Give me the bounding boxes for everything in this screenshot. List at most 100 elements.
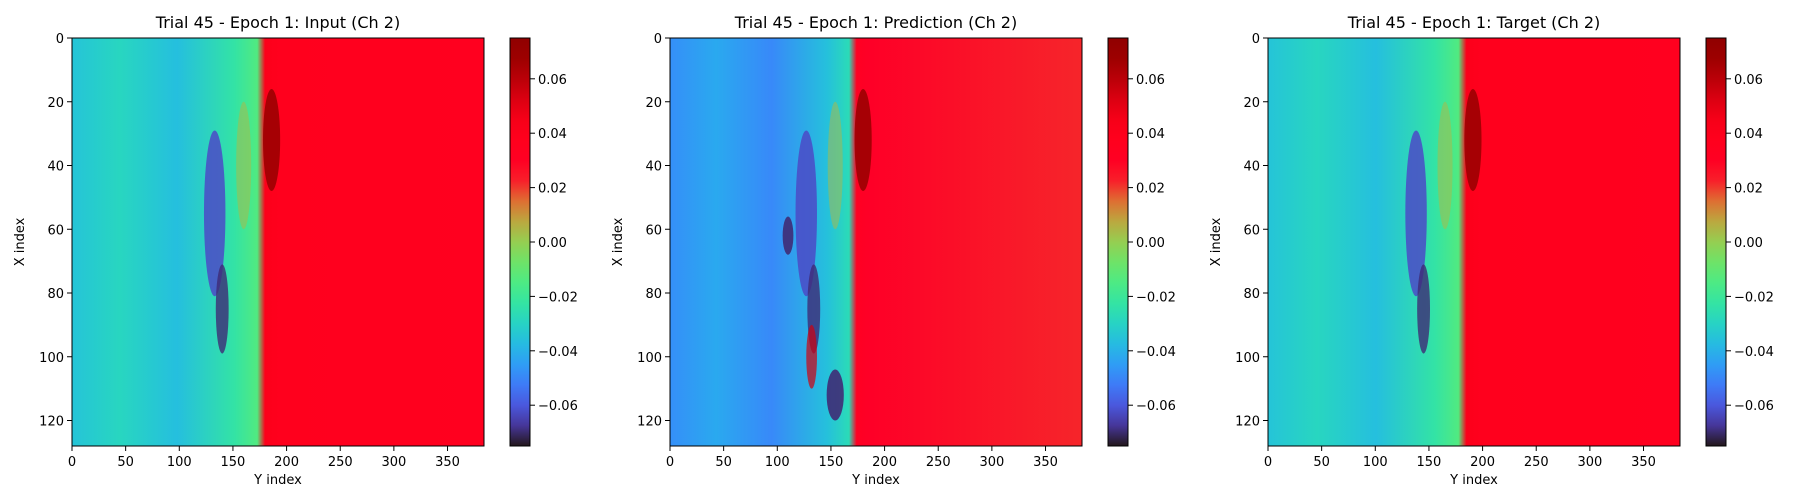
field-feature-1 — [795, 130, 817, 297]
colorbar-tick-label: 0.06 — [1136, 73, 1165, 88]
colorbar-tick-label: −0.02 — [538, 290, 578, 305]
x-tick-label: 0 — [666, 455, 674, 470]
x-tick-label: 250 — [1524, 455, 1549, 470]
x-tick-label: 100 — [765, 455, 790, 470]
colorbar-tick-label: 0.00 — [1734, 236, 1763, 251]
field-feature-2 — [1417, 264, 1431, 354]
y-tick-label: 40 — [645, 160, 662, 175]
y-tick-label: 100 — [637, 351, 662, 366]
x-tick-label: 50 — [715, 455, 732, 470]
panels: Trial 45 - Epoch 1: Input (Ch 2) 0 50 100 15… — [13, 13, 1774, 488]
colorbar — [1705, 37, 1727, 447]
field-feature-4 — [1437, 101, 1453, 230]
y-tick-label: 40 — [47, 160, 64, 175]
x-tick-label: 350 — [435, 455, 460, 470]
y-tick-label: 60 — [645, 223, 662, 238]
x-tick-label: 0 — [68, 455, 76, 470]
plot-frame — [71, 37, 485, 447]
colorbar-tick-label: 0.00 — [1136, 236, 1165, 251]
x-tick-label: 150 — [1417, 455, 1442, 470]
x-axis-label: Y index — [851, 473, 900, 488]
x-tick-label: 350 — [1033, 455, 1058, 470]
colorbar-tick-label: 0.04 — [538, 127, 567, 142]
y-tick-label: 120 — [637, 415, 662, 430]
colorbar-tick-label: −0.06 — [538, 399, 578, 414]
x-tick-label: 250 — [328, 455, 353, 470]
x-tick-label: 50 — [1313, 455, 1330, 470]
x-tick-label: 200 — [274, 455, 299, 470]
x-tick-label: 100 — [1363, 455, 1388, 470]
y-axis-label: X index — [1209, 217, 1224, 266]
y-tick-label: 20 — [47, 96, 64, 111]
colorbar-tick-label: −0.04 — [1734, 345, 1774, 360]
x-tick-label: 100 — [167, 455, 192, 470]
colorbar-tick-label: −0.02 — [1136, 290, 1176, 305]
chart-panel-2: Trial 45 - Epoch 1: Prediction (Ch 2) 0 50… — [611, 13, 1176, 488]
x-tick-label: 300 — [381, 455, 406, 470]
colorbar-tick-label: 0.02 — [1734, 182, 1763, 197]
y-tick-label: 80 — [1243, 287, 1260, 302]
field-feature-3 — [854, 89, 872, 191]
y-tick-label: 80 — [47, 287, 64, 302]
x-tick-label: 300 — [1577, 455, 1602, 470]
chart-panel-1: Trial 45 - Epoch 1: Input (Ch 2) 0 50 100 15… — [13, 13, 578, 488]
colorbar-tick-label: −0.02 — [1734, 290, 1774, 305]
y-tick-label: 0 — [56, 32, 64, 47]
colorbar-tick-label: 0.06 — [1734, 73, 1763, 88]
y-tick-label: 60 — [47, 223, 64, 238]
colorbar-tick-label: 0.02 — [538, 182, 567, 197]
plot-frame — [669, 37, 1083, 447]
colorbar-tick-label: 0.00 — [538, 236, 567, 251]
y-tick-label: 120 — [39, 415, 64, 430]
x-tick-label: 150 — [221, 455, 246, 470]
y-tick-label: 80 — [645, 287, 662, 302]
x-axis-label: Y index — [1449, 473, 1498, 488]
x-tick-label: 350 — [1631, 455, 1656, 470]
heatmap-field — [670, 38, 1082, 446]
chart-panel-3: Trial 45 - Epoch 1: Target (Ch 2) 0 50 100 1… — [1209, 13, 1774, 488]
x-tick-label: 150 — [819, 455, 844, 470]
field-feature-1 — [1405, 130, 1427, 297]
colorbar-tick-label: 0.06 — [538, 73, 567, 88]
field-feature-7 — [806, 324, 817, 389]
colorbar-tick-label: 0.02 — [1136, 182, 1165, 197]
x-tick-label: 50 — [117, 455, 134, 470]
chart-title: Trial 45 - Epoch 1: Input (Ch 2) — [155, 13, 400, 32]
heatmap-field — [72, 38, 484, 446]
x-tick-label: 300 — [979, 455, 1004, 470]
field-feature-3 — [1464, 89, 1482, 191]
colorbar-tick-label: −0.04 — [538, 345, 578, 360]
field-feature-4 — [236, 101, 252, 230]
x-tick-label: 0 — [1264, 455, 1272, 470]
colorbar-tick-label: −0.06 — [1136, 399, 1176, 414]
field-feature-5 — [782, 216, 794, 255]
x-tick-label: 200 — [872, 455, 897, 470]
field-feature-1 — [203, 130, 226, 297]
y-axis-label: X index — [611, 217, 626, 266]
y-axis-label: X index — [13, 217, 28, 266]
field-feature-6 — [826, 369, 844, 421]
y-tick-label: 20 — [645, 96, 662, 111]
plot-frame — [1267, 37, 1681, 447]
x-tick-label: 200 — [1470, 455, 1495, 470]
colorbar-tick-label: 0.04 — [1734, 127, 1763, 142]
y-tick-label: 0 — [654, 32, 662, 47]
field-feature-3 — [262, 89, 281, 191]
y-tick-label: 100 — [1235, 351, 1260, 366]
x-tick-label: 250 — [926, 455, 951, 470]
y-tick-label: 0 — [1252, 32, 1260, 47]
y-tick-label: 40 — [1243, 160, 1260, 175]
x-axis-label: Y index — [253, 473, 302, 488]
colorbar-tick-label: 0.04 — [1136, 127, 1165, 142]
y-tick-label: 120 — [1235, 415, 1260, 430]
y-tick-label: 20 — [1243, 96, 1260, 111]
y-tick-label: 100 — [39, 351, 64, 366]
colorbar-tick-label: −0.04 — [1136, 345, 1176, 360]
chart-title: Trial 45 - Epoch 1: Target (Ch 2) — [1347, 13, 1600, 32]
colorbar-tick-label: −0.06 — [1734, 399, 1774, 414]
field-feature-4 — [827, 101, 843, 230]
chart-title: Trial 45 - Epoch 1: Prediction (Ch 2) — [734, 13, 1017, 32]
colorbar — [509, 37, 531, 447]
colorbar — [1107, 37, 1129, 447]
